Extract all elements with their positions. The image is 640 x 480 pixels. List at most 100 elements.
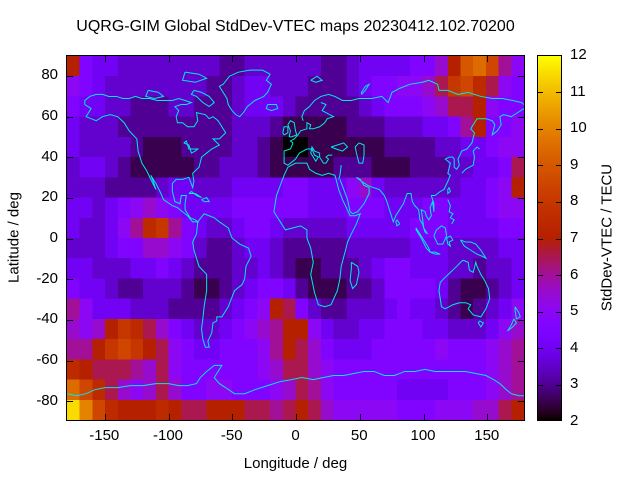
colorbar-tick-label: 11 xyxy=(570,82,586,100)
colorbar-tick-label: 10 xyxy=(570,119,587,137)
colorbar-tick-label: 9 xyxy=(570,155,579,173)
colorbar-gradient-canvas xyxy=(538,56,561,420)
y-tick-label: -20 xyxy=(36,269,58,287)
y-tick-label: 80 xyxy=(41,66,58,84)
coastline-path xyxy=(202,198,210,202)
x-tick-label: 0 xyxy=(291,427,300,444)
tick-mark xyxy=(359,414,361,420)
x-tick-label: -50 xyxy=(220,427,243,444)
coastline-path xyxy=(462,147,480,173)
tick-mark xyxy=(556,128,561,130)
tick-mark xyxy=(168,56,170,62)
tick-mark xyxy=(518,116,524,118)
tick-mark xyxy=(232,56,234,62)
tick-mark xyxy=(556,275,561,277)
tick-mark xyxy=(67,238,73,240)
tick-mark xyxy=(518,279,524,281)
tick-mark xyxy=(67,401,73,403)
coastline-path xyxy=(339,165,342,179)
coastline-path xyxy=(355,143,364,163)
coastline-path xyxy=(331,143,348,151)
y-tick-label: 0 xyxy=(49,229,58,246)
tick-mark xyxy=(168,414,170,420)
tick-mark xyxy=(423,56,425,62)
tick-mark xyxy=(538,275,543,277)
coastline-path xyxy=(362,84,370,94)
tick-mark xyxy=(67,75,73,77)
tick-mark xyxy=(556,92,561,94)
tick-mark xyxy=(556,165,561,167)
tick-mark xyxy=(556,238,561,240)
coastline-path xyxy=(447,236,453,246)
coastline-path xyxy=(284,143,332,165)
tick-mark xyxy=(487,414,489,420)
x-tick-label: -100 xyxy=(152,427,184,444)
coastline-path xyxy=(461,240,486,258)
colorbar-tick-label: 7 xyxy=(570,229,579,246)
coastline-path xyxy=(146,90,164,98)
coastline-path xyxy=(274,163,360,307)
tick-mark xyxy=(518,75,524,77)
tick-mark xyxy=(296,414,297,420)
colorbar-tick-label: 4 xyxy=(570,338,579,356)
tick-mark xyxy=(518,197,524,199)
colorbar-tick-label: 8 xyxy=(570,192,579,210)
coastline-path xyxy=(448,187,451,193)
tick-mark xyxy=(104,56,106,62)
tick-mark xyxy=(538,384,543,386)
coastline-path xyxy=(507,319,516,331)
tick-mark xyxy=(423,414,425,420)
coastline-path xyxy=(183,72,207,82)
coastline-path xyxy=(288,121,297,137)
coastline-path xyxy=(67,365,524,395)
y-tick-label: -80 xyxy=(36,391,58,409)
tick-mark xyxy=(67,279,73,281)
coastline-path xyxy=(350,262,359,288)
colorbar-tick-label: 12 xyxy=(570,46,587,63)
y-tick-label: 60 xyxy=(41,107,58,124)
chart-title: UQRG-GIM Global StdDev-VTEC maps 2023041… xyxy=(76,18,515,35)
coastline-path xyxy=(302,80,524,120)
coastline-path xyxy=(283,127,288,135)
coastline-path xyxy=(340,109,524,234)
coastline-path xyxy=(193,214,251,347)
tick-mark xyxy=(556,348,561,350)
coastline-path xyxy=(219,70,271,117)
coastline-path xyxy=(85,94,226,221)
x-tick-label: 150 xyxy=(474,427,500,444)
tick-mark xyxy=(538,348,543,350)
tick-mark xyxy=(67,197,73,199)
tick-mark xyxy=(67,319,73,321)
tick-mark xyxy=(67,116,73,118)
coastline-path xyxy=(434,226,447,244)
colorbar xyxy=(537,55,562,421)
tick-mark xyxy=(538,165,543,167)
x-tick-label: 100 xyxy=(410,427,436,444)
tick-mark xyxy=(67,157,73,159)
tick-mark xyxy=(487,56,489,62)
tick-mark xyxy=(518,401,524,403)
tick-mark xyxy=(518,157,524,159)
tick-mark xyxy=(538,201,543,203)
tick-mark xyxy=(538,311,543,313)
y-tick-label: 40 xyxy=(41,147,58,165)
coastline-path xyxy=(396,220,400,226)
coastline-path xyxy=(184,141,198,153)
coastline-path xyxy=(439,260,490,317)
tick-mark xyxy=(556,201,561,203)
tick-mark xyxy=(538,238,543,240)
coastline-path xyxy=(478,321,483,327)
vtec-heatmap-canvas xyxy=(67,56,524,420)
tick-mark xyxy=(538,128,543,130)
tick-mark xyxy=(359,56,361,62)
y-tick-label: -60 xyxy=(36,351,58,368)
tick-mark xyxy=(67,360,73,362)
coastlines-overlay xyxy=(67,56,524,420)
coastline-path xyxy=(311,76,322,82)
coastline-path xyxy=(266,105,277,111)
tick-mark xyxy=(104,414,106,420)
x-axis-title: Longitude / deg xyxy=(243,455,348,472)
coastline-path xyxy=(416,228,430,252)
tick-mark xyxy=(556,311,561,313)
